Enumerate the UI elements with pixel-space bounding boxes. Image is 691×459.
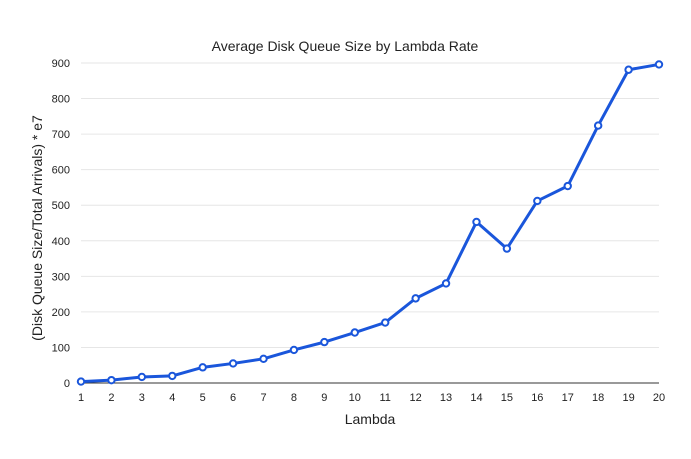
x-tick-label: 9: [321, 392, 327, 404]
x-tick-label: 5: [200, 392, 206, 404]
x-tick-label: 16: [531, 392, 543, 404]
data-point: [228, 359, 238, 368]
y-tick-label: 400: [52, 236, 70, 248]
data-point: [441, 279, 451, 288]
data-point: [198, 363, 207, 372]
data-point: [107, 375, 116, 385]
data-point: [411, 294, 420, 303]
x-tick-label: 18: [592, 392, 604, 404]
data-point: [381, 318, 390, 327]
y-tick-label: 500: [52, 200, 70, 212]
x-tick-label: 10: [349, 392, 361, 404]
y-tick-label: 100: [52, 342, 70, 354]
data-point: [472, 217, 481, 227]
x-tick-label: 8: [291, 392, 297, 404]
y-tick-label: 600: [52, 165, 70, 177]
y-tick-label: 200: [52, 307, 70, 319]
data-point: [76, 377, 86, 386]
data-point: [654, 60, 664, 69]
data-point: [289, 345, 299, 355]
x-tick-label: 6: [230, 392, 236, 404]
x-tick-label: 19: [622, 392, 634, 404]
data-point: [563, 181, 572, 191]
data-point: [502, 244, 512, 253]
x-tick-label: 12: [410, 392, 422, 404]
data-point: [533, 196, 542, 206]
data-point: [259, 354, 268, 364]
data-point: [168, 371, 177, 381]
x-tick-label: 14: [470, 392, 482, 404]
y-axis-ticks: 0 100 200 300 400 500 600 700 800 900: [52, 58, 70, 390]
x-tick-label: 2: [108, 392, 114, 404]
data-point: [624, 65, 633, 74]
x-tick-label: 7: [260, 392, 266, 404]
y-axis-title: (Disk Queue Size/Total Arrivals) * e7: [29, 115, 45, 341]
series-group: [76, 60, 664, 386]
series-line: [79, 62, 661, 384]
data-point: [137, 372, 147, 382]
gridlines: [81, 62, 659, 348]
x-tick-label: 13: [440, 392, 452, 404]
data-point: [350, 328, 359, 337]
y-tick-label: 800: [52, 94, 70, 106]
y-tick-label: 300: [52, 271, 70, 283]
x-axis-title: Lambda: [345, 411, 396, 427]
x-tick-label: 4: [169, 392, 175, 404]
x-tick-label: 17: [562, 392, 574, 404]
x-tick-label: 3: [139, 392, 145, 404]
y-tick-label: 0: [64, 378, 70, 390]
chart-title: Average Disk Queue Size by Lambda Rate: [212, 38, 479, 54]
x-tick-label: 15: [501, 392, 513, 404]
x-tick-label: 11: [379, 392, 390, 404]
data-point: [320, 337, 329, 347]
y-tick-label: 700: [52, 129, 70, 141]
x-axis-ticks: 1 2 3 4 5 6 7 8 9 10 11 12 13 14 15 16 17 18 19 20: [78, 392, 665, 404]
x-tick-label: 1: [78, 392, 84, 404]
y-tick-label: 900: [52, 58, 70, 70]
x-tick-label: 20: [653, 392, 665, 404]
data-point: [593, 121, 603, 130]
